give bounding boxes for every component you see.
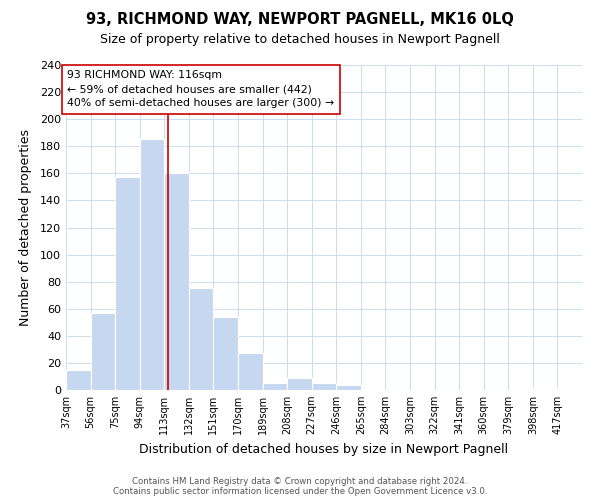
Bar [238,354,263,390]
X-axis label: Distribution of detached houses by size in Newport Pagnell: Distribution of detached houses by size … [139,442,509,456]
Bar [287,378,312,390]
Text: Size of property relative to detached houses in Newport Pagnell: Size of property relative to detached ho… [100,32,500,46]
Text: 93, RICHMOND WAY, NEWPORT PAGNELL, MK16 0LQ: 93, RICHMOND WAY, NEWPORT PAGNELL, MK16 … [86,12,514,28]
Bar [263,383,287,390]
Bar [336,384,361,390]
Y-axis label: Number of detached properties: Number of detached properties [19,129,32,326]
Bar [214,317,238,390]
Bar [115,178,140,390]
Bar [189,288,214,390]
Text: Contains HM Land Registry data © Crown copyright and database right 2024.: Contains HM Land Registry data © Crown c… [132,477,468,486]
Bar [312,383,336,390]
Text: 93 RICHMOND WAY: 116sqm
← 59% of detached houses are smaller (442)
40% of semi-d: 93 RICHMOND WAY: 116sqm ← 59% of detache… [67,70,334,108]
Bar [140,140,164,390]
Text: Contains public sector information licensed under the Open Government Licence v3: Contains public sector information licen… [113,487,487,496]
Bar [91,313,115,390]
Bar [66,370,91,390]
Bar [533,388,557,390]
Bar [164,174,189,390]
